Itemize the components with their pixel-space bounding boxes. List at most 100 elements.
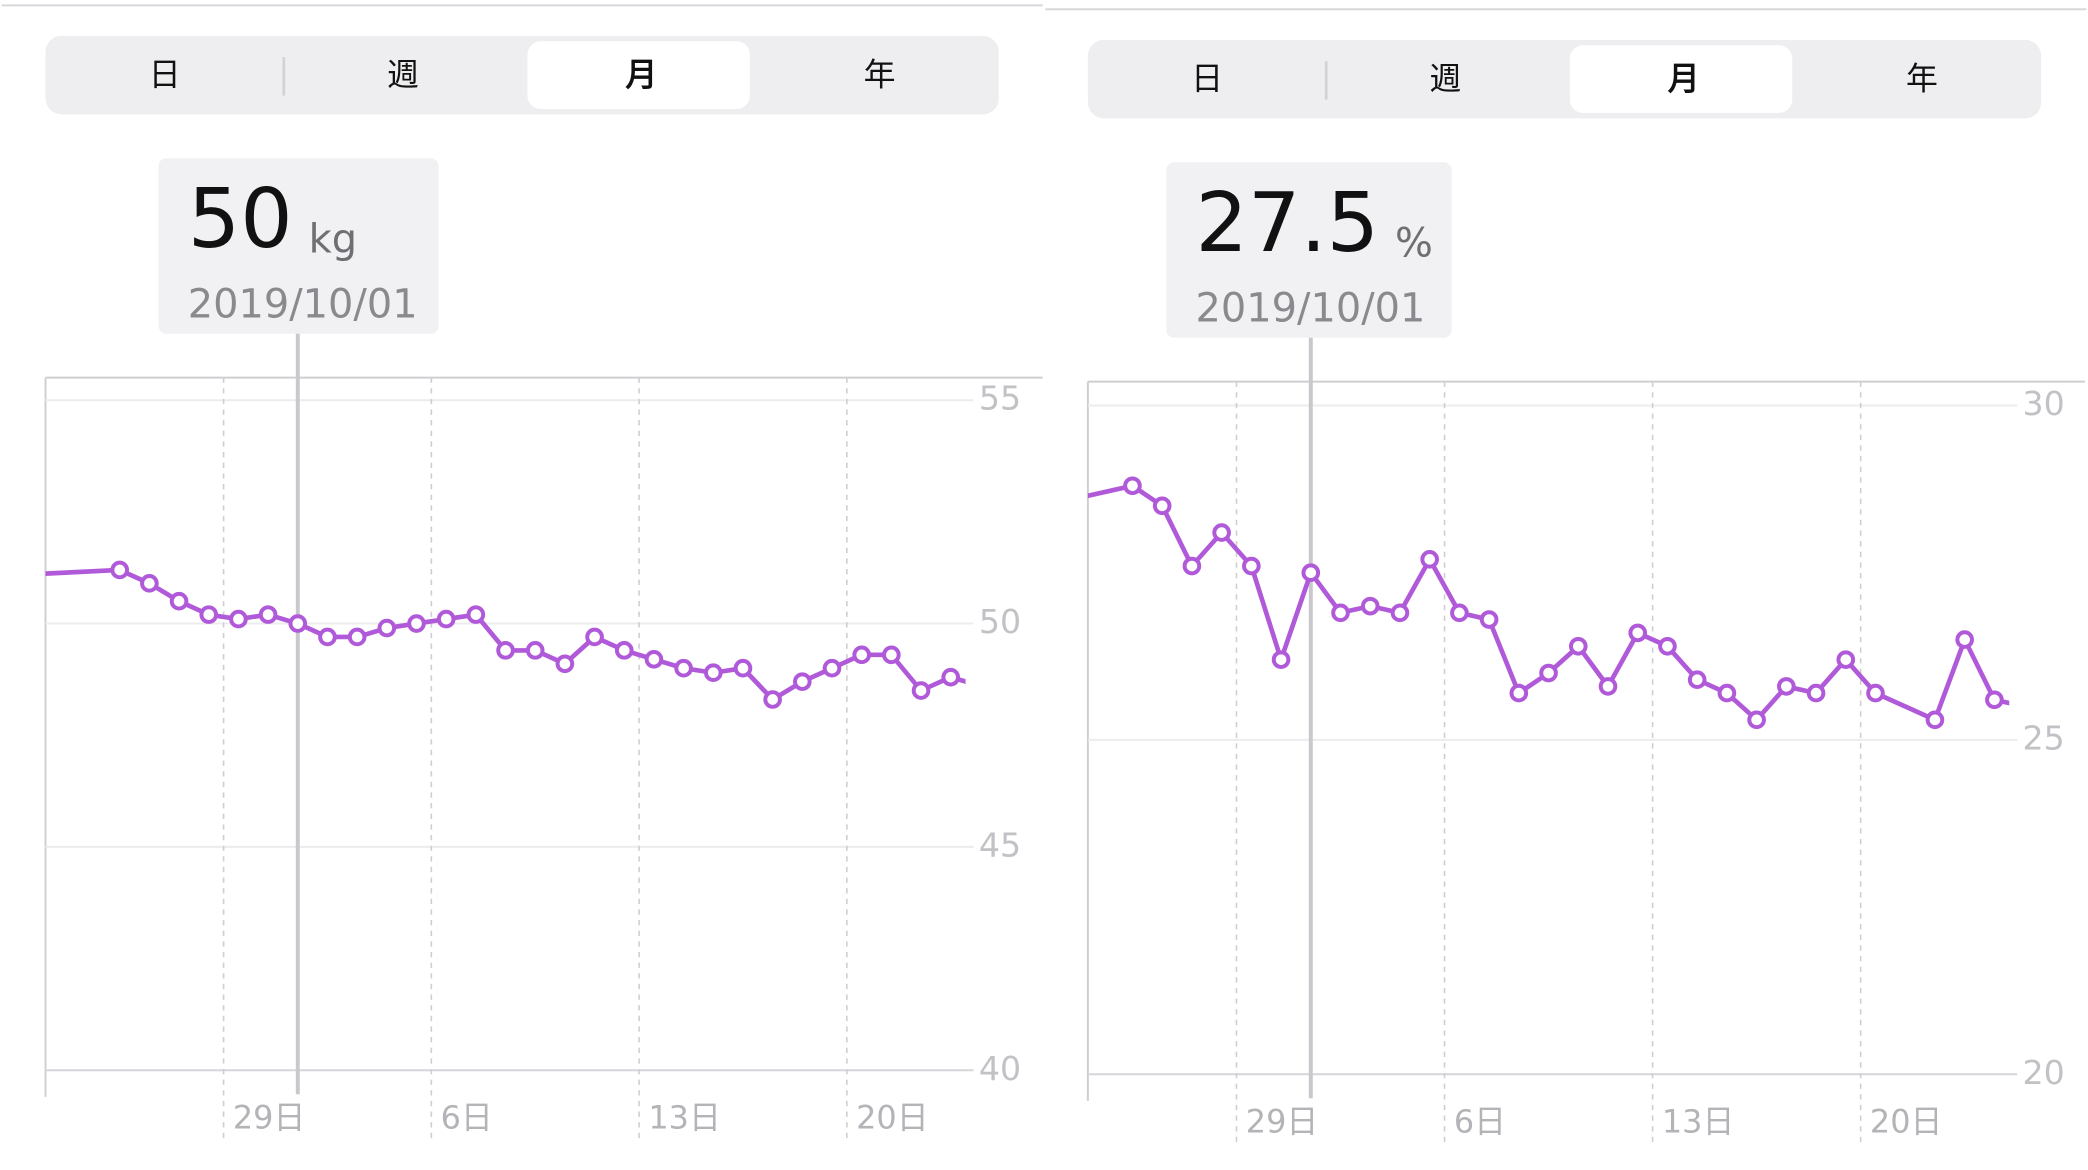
- data-point: [614, 641, 634, 660]
- data-point: [525, 641, 545, 660]
- data-point: [1479, 610, 1499, 629]
- tooltip-value: 50: [188, 171, 293, 267]
- data-point: [1985, 690, 2004, 710]
- plot-area: [23, 560, 988, 709]
- segment-tab[interactable]: 年: [864, 55, 896, 93]
- chart-panel: 日 週 月 年 20 25 30 29日 6日 13日 20日 27.5 % 2019/10/01: [1086, 39, 2086, 1144]
- y-tick-label: 40: [979, 1049, 1021, 1088]
- data-point: [1152, 496, 1172, 516]
- y-tick-label: 30: [2023, 384, 2065, 423]
- data-point: [466, 605, 486, 624]
- data-point: [199, 605, 219, 624]
- data-point: [644, 649, 664, 669]
- data-point: [1717, 683, 1737, 703]
- data-point: [1242, 556, 1261, 576]
- data-point: [1123, 476, 1142, 496]
- data-point: [140, 574, 159, 593]
- data-point: [110, 560, 130, 580]
- data-point: [1450, 603, 1469, 623]
- plot-area: [1087, 476, 2032, 730]
- segment-selected: [1569, 45, 1793, 114]
- data-point: [258, 605, 278, 624]
- y-tick-label: 50: [979, 602, 1021, 641]
- data-point: [1628, 623, 1648, 643]
- segment-tab[interactable]: 月: [625, 55, 657, 93]
- data-point: [585, 627, 604, 647]
- data-point: [377, 618, 397, 638]
- segment-tab[interactable]: 週: [1429, 59, 1461, 97]
- chart-panel: 日 週 月 年 40 45 50 55 29日 6日 13日 20日 50 kg 2019/10/01: [23, 35, 1043, 1140]
- data-point: [852, 645, 871, 665]
- x-tick-label: 29日: [233, 1098, 305, 1136]
- data-point: [882, 645, 901, 665]
- data-point: [1509, 683, 1529, 703]
- data-point: [911, 681, 931, 700]
- data-point: [1539, 663, 1558, 683]
- data-point: [674, 658, 693, 678]
- y-tick-label: 25: [2023, 718, 2065, 757]
- segment-selected: [527, 41, 750, 110]
- segment-tab[interactable]: 年: [1906, 59, 1938, 97]
- tooltip-box: [1166, 162, 1452, 338]
- data-point: [2017, 699, 2032, 714]
- tooltip-box: [158, 158, 439, 334]
- data-point: [1182, 556, 1202, 576]
- segment-tab[interactable]: 月: [1668, 59, 1700, 97]
- data-point: [347, 627, 367, 647]
- tooltip-unit: kg: [309, 216, 357, 262]
- data-point: [973, 679, 988, 694]
- data-point: [1420, 550, 1439, 569]
- data-point: [1806, 683, 1826, 703]
- tooltip-unit: %: [1395, 220, 1433, 266]
- x-tick-label: 20日: [1870, 1102, 1942, 1140]
- data-point: [1955, 630, 1974, 649]
- data-point: [703, 663, 723, 683]
- data-point: [1925, 710, 1945, 730]
- data-point: [1866, 683, 1885, 703]
- tooltip-date: 2019/10/01: [1196, 286, 1426, 332]
- x-tick-label: 6日: [1454, 1102, 1506, 1140]
- data-point: [1598, 677, 1618, 696]
- segment-tab[interactable]: 週: [387, 55, 419, 93]
- data-point: [496, 641, 515, 660]
- data-point: [1301, 563, 1321, 583]
- data-point: [407, 614, 426, 633]
- data-point: [318, 627, 337, 647]
- x-tick-label: 29日: [1246, 1102, 1318, 1140]
- segmented-control: [45, 35, 999, 115]
- x-tick-label: 13日: [1662, 1102, 1734, 1140]
- x-tick-label: 13日: [648, 1098, 720, 1136]
- data-point: [793, 672, 812, 691]
- data-point: [1836, 650, 1856, 669]
- data-point: [1777, 677, 1796, 696]
- data-point: [169, 591, 189, 611]
- data-point: [23, 567, 38, 582]
- data-point: [1747, 710, 1766, 730]
- x-tick-label: 20日: [856, 1098, 928, 1136]
- data-line: [45, 567, 966, 702]
- data-point: [763, 690, 782, 709]
- tooltip-date: 2019/10/01: [188, 282, 418, 328]
- data-point: [1212, 523, 1231, 542]
- y-tick-label: 20: [2023, 1053, 2065, 1092]
- tooltip-value: 27.5: [1196, 175, 1380, 271]
- x-tick-label: 6日: [441, 1098, 493, 1136]
- data-point: [941, 667, 961, 687]
- data-point: [733, 658, 753, 678]
- segmented-control: [1087, 39, 2042, 119]
- data-line: [1087, 483, 2010, 723]
- segment-tab[interactable]: 日: [1191, 59, 1223, 97]
- data-point: [229, 609, 248, 629]
- data-point: [1568, 636, 1588, 656]
- data-point: [1360, 596, 1380, 616]
- data-point: [1390, 603, 1410, 623]
- data-point: [1271, 650, 1291, 669]
- data-point: [1687, 670, 1707, 690]
- y-tick-label: 55: [979, 379, 1021, 418]
- segment-tab[interactable]: 日: [149, 55, 181, 93]
- data-point: [1658, 636, 1677, 656]
- data-point: [436, 609, 456, 629]
- data-point: [1331, 603, 1350, 623]
- y-tick-label: 45: [979, 825, 1021, 864]
